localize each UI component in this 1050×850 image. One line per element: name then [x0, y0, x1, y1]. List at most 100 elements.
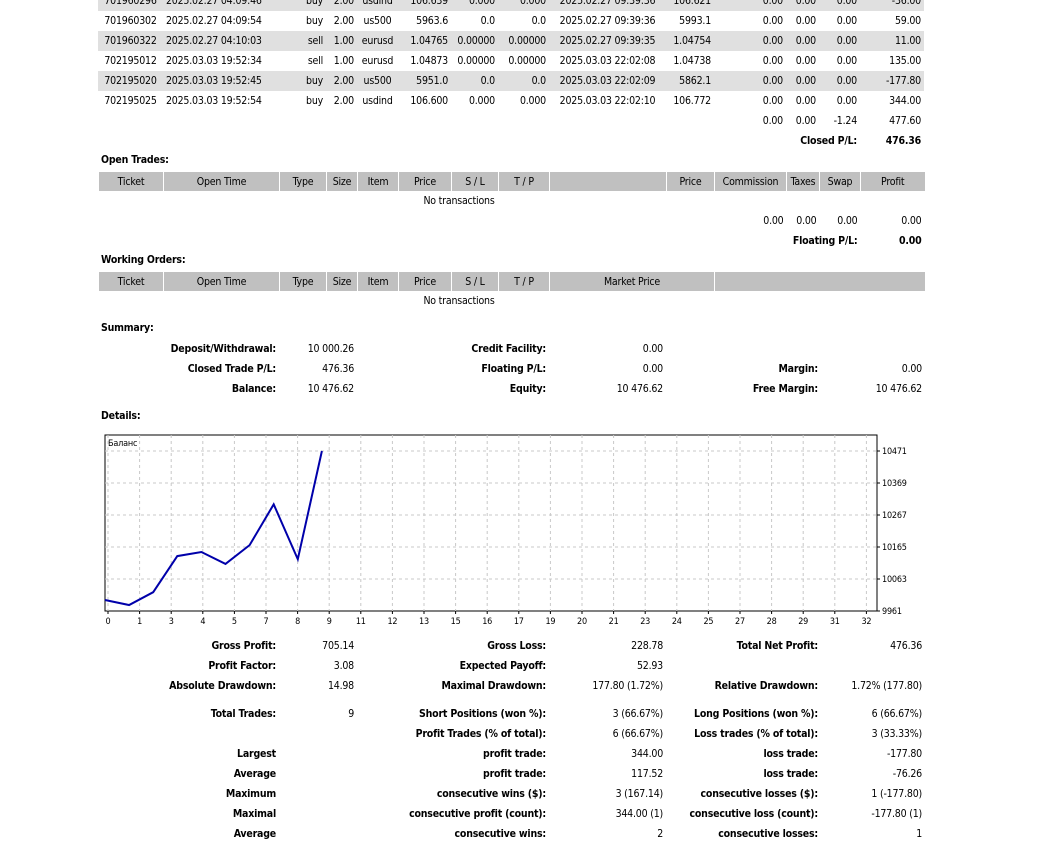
- stat-value: 344.00 (1): [615, 808, 664, 820]
- cell: 1.04738: [673, 55, 711, 67]
- stat-label: consecutive wins ($):: [436, 788, 546, 800]
- working-orders-title: Working Orders:: [101, 254, 186, 266]
- cell: 2025.03.03 19:52:45: [163, 71, 279, 91]
- cell: 0.000: [468, 95, 495, 107]
- cell: Price: [398, 272, 452, 291]
- stat-value: 6 (66.67%): [612, 728, 664, 740]
- stat-label: consecutive profit (count):: [409, 808, 546, 820]
- stat-label: profit trade:: [483, 748, 546, 760]
- cell: 2025.02.27 04:09:46: [163, 0, 279, 11]
- cell: 2025.03.03 22:02:09: [549, 71, 666, 91]
- stat-label: [98, 724, 276, 744]
- cell: us500: [363, 15, 392, 27]
- stat-row: Average consecutive wins: 2 consecutive los…: [98, 824, 923, 844]
- stat-value: 476.36: [322, 363, 354, 375]
- stat-label: Absolute Drawdown:: [169, 680, 276, 692]
- cell: 106.600: [410, 95, 448, 107]
- cell: 5862.1: [666, 71, 714, 91]
- cell: Open Time: [163, 272, 280, 291]
- stat-label: Floating P/L:: [481, 363, 546, 375]
- stat-label: Balance:: [231, 383, 276, 395]
- cell: -36.00: [860, 0, 924, 11]
- cell: eurusd: [361, 55, 394, 67]
- cell: 0.00: [819, 0, 860, 11]
- cell: 0.00: [819, 31, 860, 51]
- cell: T / P: [498, 272, 550, 291]
- cell: 702195025: [104, 95, 157, 107]
- stat-label: Largest: [237, 748, 276, 760]
- x-tick-label: 1: [137, 617, 142, 627]
- x-tick-label: 31: [830, 617, 840, 627]
- cell: 5993.1: [679, 15, 711, 27]
- cell: 0.00: [819, 71, 860, 91]
- stat-value: 228.78: [631, 640, 663, 652]
- cell: 1.04765: [398, 31, 451, 51]
- stat-row: Largest profit trade: 344.00 loss trade: -17…: [98, 744, 922, 764]
- cell: 0.00: [786, 0, 819, 11]
- stat-value: [276, 804, 354, 824]
- stat-label: Average: [233, 828, 277, 840]
- stat-value: 117.52: [631, 768, 663, 780]
- cell: S / L: [451, 272, 499, 291]
- y-tick-label: 10369: [882, 479, 907, 489]
- cell: 701960296: [98, 0, 163, 11]
- table-row: 702195012 2025.03.03 19:52:34 sell 1.00 euru…: [98, 51, 924, 71]
- stat-row: Average profit trade: 117.52 loss trade: -76…: [98, 764, 923, 784]
- stat-value: [276, 764, 354, 784]
- stat-value: 3 (66.67%): [612, 708, 664, 720]
- table-row: 702195020 2025.03.03 19:52:45 buy 2.00 us500…: [98, 71, 924, 91]
- stat-label: Total Trades:: [210, 708, 276, 720]
- cell: Commission: [714, 172, 787, 191]
- cell: Closed P/L:: [800, 135, 857, 147]
- x-tick-label: 8: [295, 617, 300, 627]
- stat-value: 10 476.62: [875, 383, 922, 395]
- balance-line: [104, 450, 323, 607]
- chart-title: Баланс: [108, 439, 137, 449]
- cell: 5951.0: [398, 71, 451, 91]
- cell: 0.00: [786, 31, 819, 51]
- stat-row: Profit Trades (% of total): 6 (66.67%) Los…: [98, 724, 923, 744]
- stat-label: loss trade:: [763, 768, 818, 780]
- cell: No transactions: [423, 195, 495, 207]
- x-tick-label: 25: [703, 617, 713, 627]
- stat-value: 10 476.62: [307, 383, 354, 395]
- stat-label: Maximum: [225, 788, 276, 800]
- stat-label: Margin:: [778, 363, 818, 375]
- x-tick-label: 29: [798, 617, 808, 627]
- cell: 344.00: [889, 95, 921, 107]
- cell: 2025.02.27 09:39:35: [549, 31, 666, 51]
- stat-value: 2: [657, 828, 663, 840]
- x-tick-label: 13: [419, 617, 429, 627]
- stat-row: Maximal consecutive profit (count): 344.00…: [98, 804, 922, 824]
- cell: 0.00: [714, 31, 786, 51]
- y-tick-label: 10267: [882, 511, 907, 521]
- cell: 0.00: [795, 15, 816, 27]
- cell: T / P: [498, 172, 550, 191]
- stat-label: Equity:: [509, 383, 546, 395]
- closed-trades-table: 701960296 2025.02.27 04:09:46 buy 2.00 usdin…: [98, 0, 924, 151]
- x-tick-label: 4: [200, 617, 205, 627]
- stat-value: 1: [916, 828, 922, 840]
- stat-value: 3.08: [333, 660, 354, 672]
- stat-value: 476.36: [890, 640, 922, 652]
- stat-value: 3 (33.33%): [871, 728, 923, 740]
- stat-label: Maximal: [232, 808, 276, 820]
- cell: Ticket: [98, 172, 164, 191]
- stat-value: 10 476.62: [616, 383, 663, 395]
- stat-row: Profit Factor: 3.08 Expected Payoff: 52.93: [98, 656, 922, 676]
- stat-row: Absolute Drawdown: 14.98 Maximal Drawdown:…: [98, 676, 922, 696]
- stat-value: [276, 824, 354, 844]
- cell: Item: [357, 272, 399, 291]
- x-tick-label: 17: [514, 617, 524, 627]
- x-tick-label: 19: [545, 617, 555, 627]
- stat-label: Short Positions (won %):: [419, 708, 546, 720]
- stat-row: Balance: 10 476.62 Equity: 10 476.62 Free Ma…: [98, 379, 922, 399]
- stat-value: 1 (-177.80): [871, 788, 922, 800]
- cell: 0.0: [480, 15, 496, 27]
- cell: 0.00: [762, 15, 783, 27]
- cell: 0.0: [531, 15, 547, 27]
- cell: 0.0: [451, 71, 498, 91]
- stat-label: Total Net Profit:: [736, 640, 819, 652]
